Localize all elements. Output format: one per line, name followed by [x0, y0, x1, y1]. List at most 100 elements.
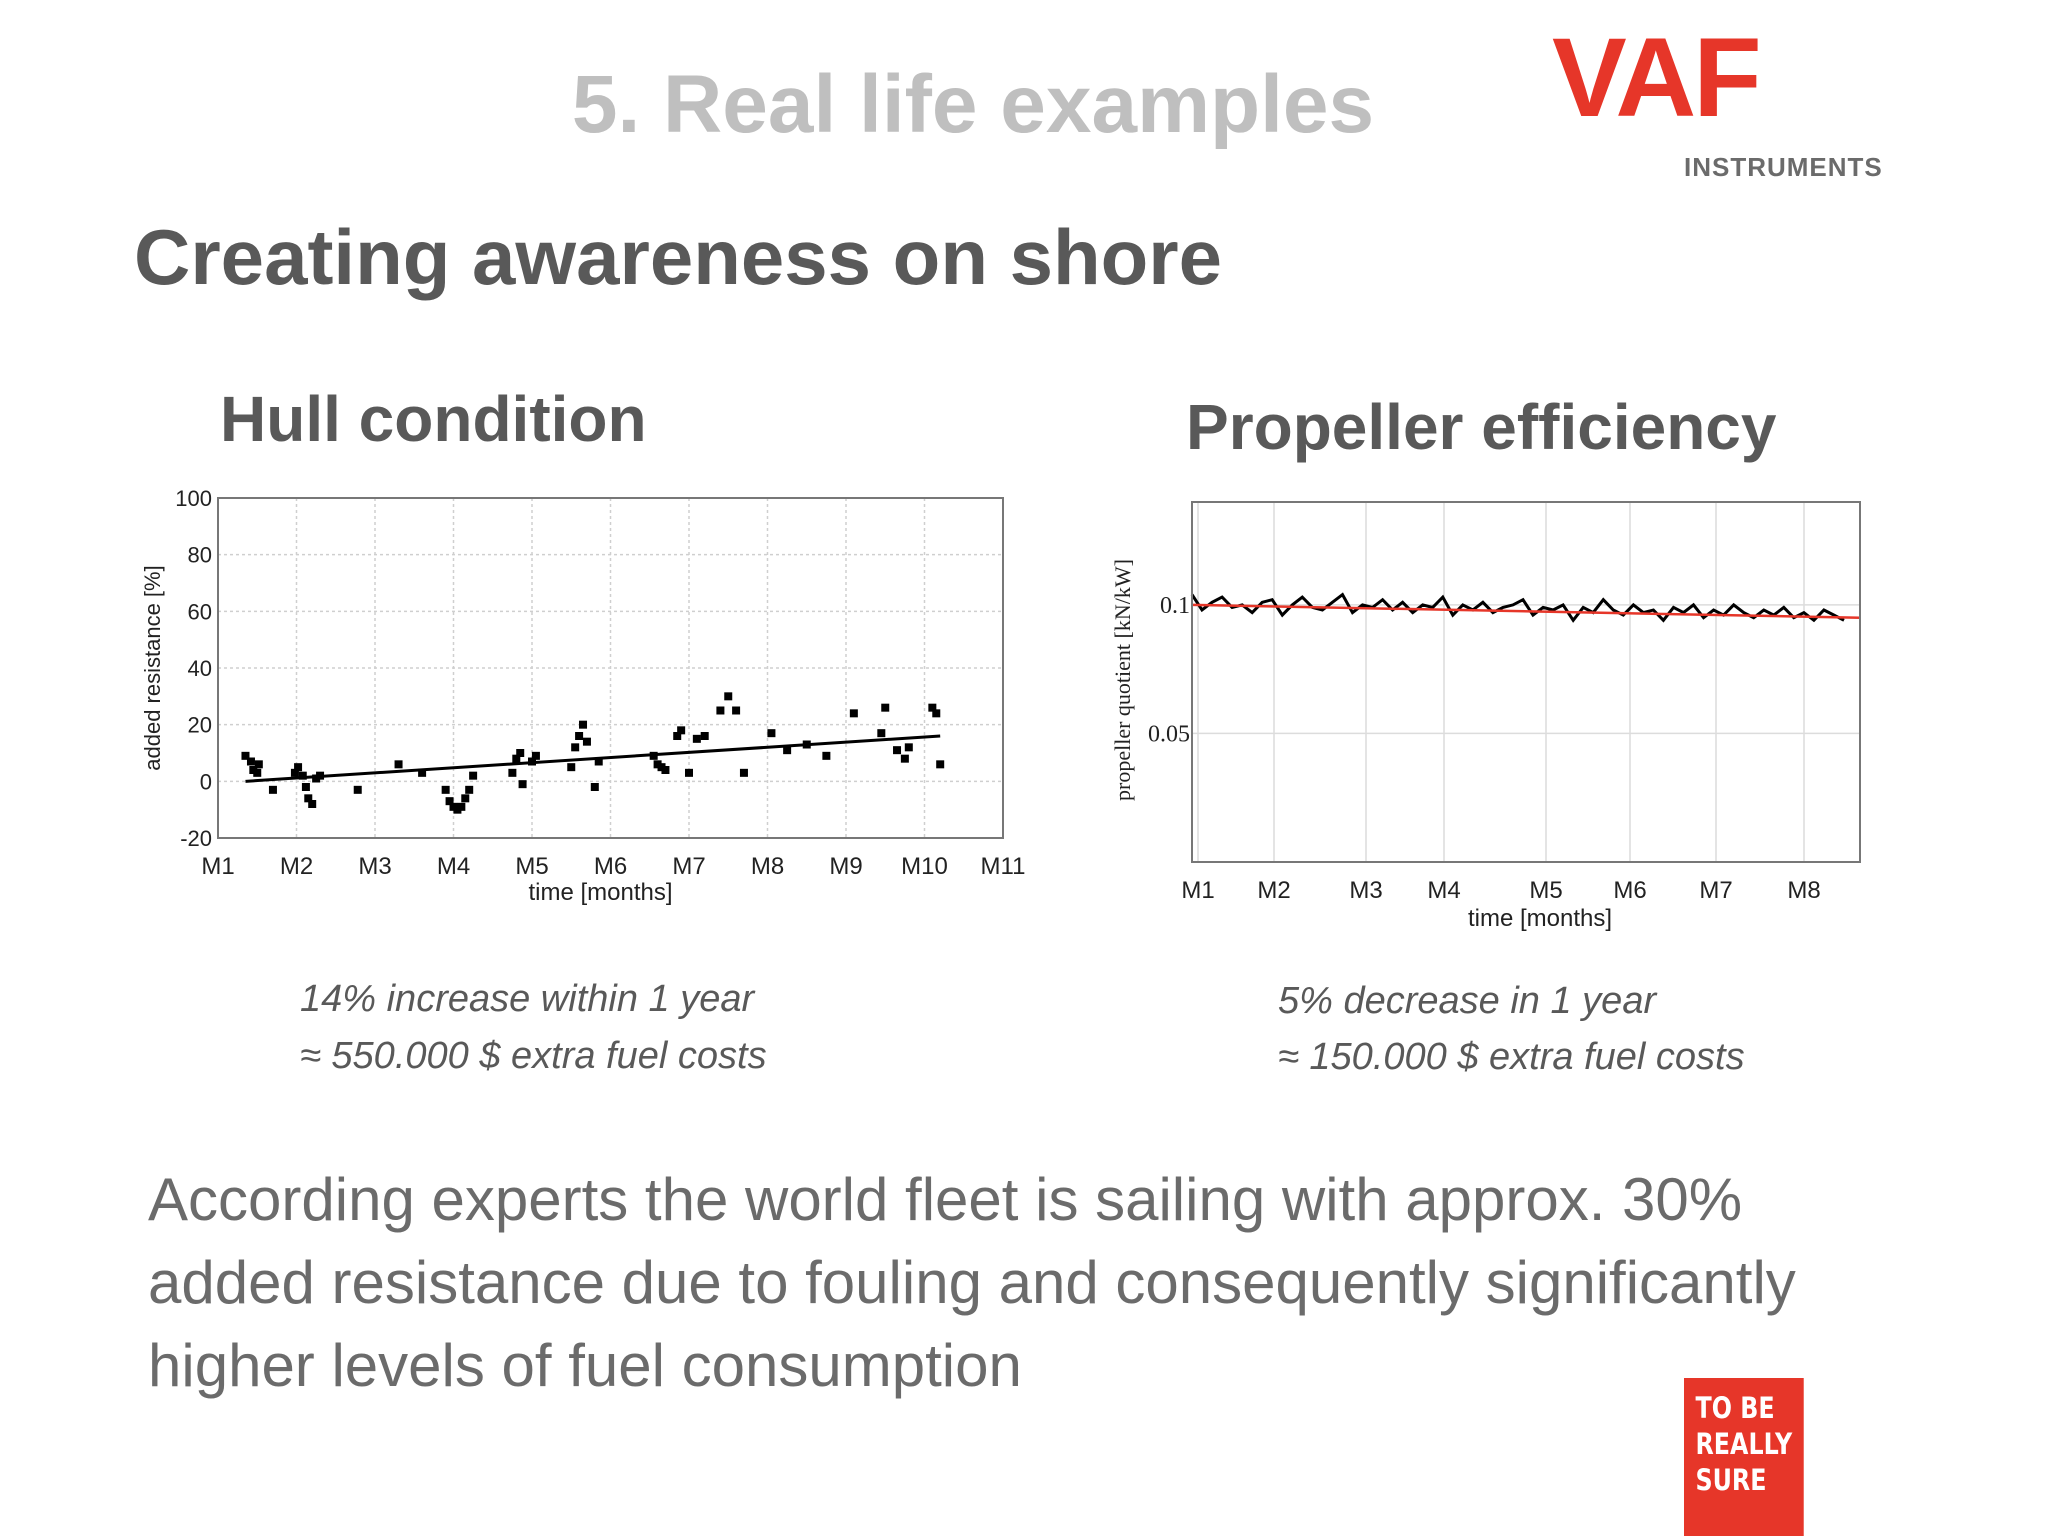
hull-data-point [677, 726, 686, 735]
hull-data-point [661, 766, 670, 774]
slide-title: Creating awareness on shore [134, 213, 1223, 301]
hull-data-point [253, 768, 262, 777]
propeller-x-tick-label: M3 [1349, 877, 1382, 904]
hull-x-axis-label: time [months] [528, 879, 672, 906]
hull-x-tick-label: M7 [672, 853, 705, 880]
hull-data-point [353, 785, 362, 794]
hull-data-point [685, 768, 693, 777]
hull-y-tick-label: 60 [188, 599, 212, 624]
hull-data-point [783, 746, 792, 755]
hull-data-point [653, 760, 662, 769]
hull-y-tick-label: 80 [188, 543, 212, 568]
badge-line-1: TO BE [1695, 1391, 1775, 1425]
hull-data-point [465, 785, 474, 794]
hull-x-tick-label: M1 [201, 853, 234, 880]
hull-data-point [304, 794, 313, 803]
hull-data-point [508, 768, 517, 777]
hull-y-tick-label: 40 [188, 656, 212, 681]
propeller-chart-heading: Propeller efficiency [1186, 391, 1777, 463]
propeller-x-tick-label: M8 [1787, 877, 1820, 904]
hull-y-tick-label: 20 [188, 713, 212, 738]
hull-data-point [822, 751, 831, 760]
propeller-x-tick-label: M6 [1613, 877, 1646, 904]
hull-data-point [893, 746, 902, 755]
hull-data-point [594, 757, 603, 766]
vaf-logo: VAF [1552, 15, 1762, 140]
hull-data-point [445, 797, 454, 806]
hull-x-tick-label: M5 [515, 853, 548, 880]
hull-data-point [418, 768, 427, 777]
hull-data-point [571, 743, 580, 752]
hull-data-point [531, 751, 540, 760]
hull-y-tick-label: -20 [180, 826, 212, 851]
hull-data-point [290, 768, 299, 777]
propeller-x-tick-label: M2 [1257, 877, 1290, 904]
hull-data-point [461, 794, 470, 803]
hull-x-tick-label: M6 [594, 853, 627, 880]
hull-data-point [254, 760, 263, 769]
hull-trendline [245, 734, 941, 783]
hull-data-point [241, 751, 250, 760]
propeller-x-tick-label: M1 [1181, 877, 1214, 904]
propeller-plot-frame [1191, 501, 1861, 863]
hull-data-point [453, 805, 462, 814]
hull-x-tick-label: M11 [981, 853, 1026, 880]
hull-data-point [649, 751, 658, 760]
hull-data-point [294, 763, 303, 772]
hull-x-tick-label: M10 [901, 853, 948, 880]
hull-data-point [724, 692, 733, 701]
hull-caption-increase: 14% increase within 1 year [300, 978, 755, 1020]
hull-caption-cost: ≈ 550.000 $ extra fuel costs [300, 1035, 767, 1077]
hull-x-tick-label: M8 [751, 853, 784, 880]
hull-data-point [518, 780, 527, 789]
hull-x-tick-label: M3 [358, 853, 391, 880]
hull-data-point [298, 771, 307, 780]
hull-data-point [567, 763, 576, 772]
hull-data-point [528, 757, 536, 766]
badge-line-2: REALLY [1695, 1427, 1793, 1461]
hull-y-axis-label: added resistance [%] [140, 565, 165, 770]
propeller-x-axis-label: time [months] [1468, 905, 1612, 932]
hull-data-point [767, 729, 776, 738]
hull-y-tick-label: 100 [175, 486, 212, 511]
hull-data-point [469, 771, 478, 780]
hull-data-point [904, 743, 913, 752]
hull-data-point [692, 734, 701, 743]
propeller-x-tick-label: M4 [1427, 877, 1460, 904]
propeller-series-line [1190, 592, 1845, 623]
propeller-y-axis-label: propeller quotient [kN/kW] [1110, 559, 1135, 801]
hull-data-point [877, 729, 886, 738]
logo-subtitle: INSTRUMENTS [1684, 152, 1883, 182]
hull-data-point [932, 709, 941, 718]
hull-data-point [716, 706, 725, 715]
hull-data-point [316, 771, 325, 780]
propeller-caption-decrease: 5% decrease in 1 year [1278, 980, 1657, 1022]
hull-data-point [582, 737, 591, 746]
hull-data-point [246, 757, 255, 766]
hull-data-point [732, 706, 741, 715]
hull-data-point [673, 732, 682, 740]
hull-data-point [449, 802, 458, 811]
tagline-badge: TO BE REALLY SURE [1684, 1378, 1804, 1536]
hull-data-point [457, 802, 466, 811]
hull-plot-frame [217, 497, 1004, 839]
hull-data-point [301, 783, 310, 791]
footer-statement: According experts the world fleet is sai… [148, 1166, 1796, 1399]
hull-data-point [739, 768, 748, 777]
hull-chart-heading: Hull condition [220, 383, 647, 455]
hull-x-tick-label: M9 [829, 853, 862, 880]
hull-data-point [700, 732, 709, 740]
hull-data-point [268, 785, 277, 794]
hull-data-point [441, 785, 450, 794]
hull-data-point [249, 766, 258, 774]
propeller-y-tick-label: 0.05 [1148, 721, 1190, 747]
propeller-x-tick-label: M5 [1529, 877, 1562, 904]
hull-data-point [849, 709, 858, 718]
propeller-x-tick-label: M7 [1699, 877, 1732, 904]
hull-data-point [312, 774, 321, 783]
hull-x-tick-label: M2 [280, 853, 313, 880]
propeller-caption-cost: ≈ 150.000 $ extra fuel costs [1278, 1036, 1745, 1078]
hull-data-point [802, 740, 811, 749]
hull-y-tick-label: 0 [200, 769, 212, 794]
badge-line-3: SURE [1695, 1463, 1767, 1497]
